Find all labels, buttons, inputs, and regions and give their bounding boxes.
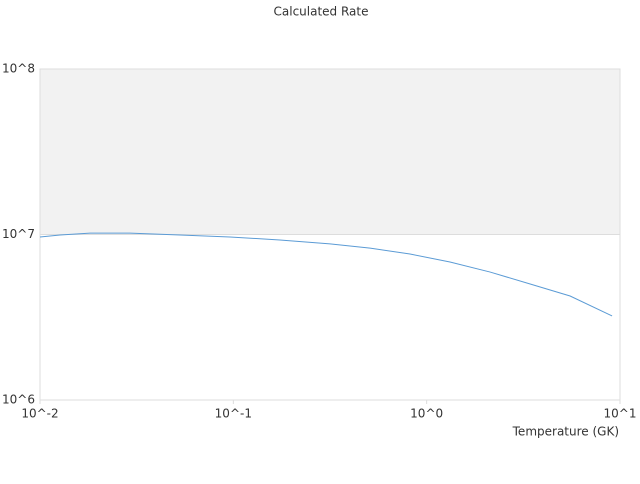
- x-tick-label: 10^0: [410, 407, 443, 421]
- y-tick-label: 10^7: [2, 227, 35, 241]
- x-tick-label: 10^1: [604, 407, 637, 421]
- data-line: [39, 232, 613, 317]
- x-tick-label: 10^-1: [215, 407, 252, 421]
- x-tick-label: 10^-2: [21, 407, 58, 421]
- x-axis-label: Temperature (GK): [512, 425, 619, 439]
- chart-title: Calculated Rate: [274, 5, 369, 19]
- y-tick-label: 10^6: [2, 393, 35, 407]
- plot-band: [40, 69, 620, 235]
- y-tick-label: 10^8: [2, 62, 35, 76]
